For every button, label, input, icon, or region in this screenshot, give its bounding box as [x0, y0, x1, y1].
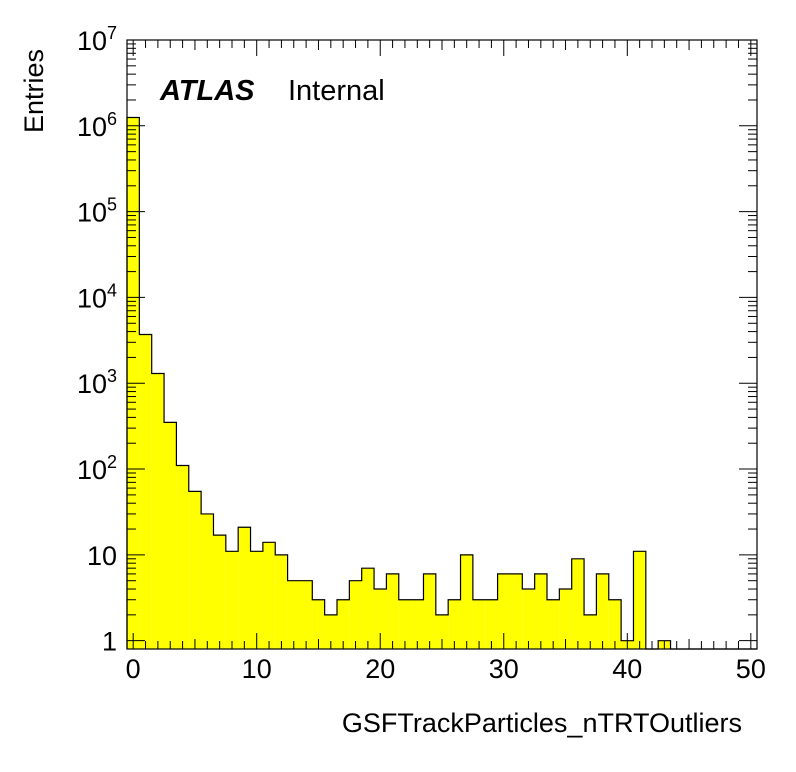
histogram-bar: [188, 491, 202, 649]
histogram-bar: [312, 599, 325, 649]
histogram-bar: [337, 599, 350, 649]
histogram-bar: [213, 535, 226, 649]
y-axis-label: Entries: [19, 49, 49, 133]
y-tick-labels: 1 10 102 103 104 105 106 107: [77, 23, 117, 657]
histogram-bar: [262, 542, 276, 649]
histogram-bar: [460, 554, 473, 649]
histogram-bar: [139, 334, 152, 649]
y-tick-label: 105: [77, 195, 117, 228]
y-tick-label: 107: [77, 23, 117, 56]
histogram-bar: [571, 558, 585, 649]
histogram-bar: [238, 527, 251, 649]
y-tick-label: 106: [77, 109, 117, 142]
histogram-bar: [596, 573, 609, 649]
histogram-bars: [126, 116, 757, 650]
x-tick-label: 10: [242, 654, 272, 684]
histogram-bar: [633, 551, 646, 649]
histogram-bar: [485, 599, 498, 649]
histogram-bar: [299, 580, 313, 649]
histogram-bar: [559, 589, 572, 649]
histogram-bar: [411, 599, 424, 649]
histogram-bar: [250, 551, 263, 649]
x-tick-labels: 0 10 20 30 40 50: [126, 654, 766, 684]
histogram-bar: [423, 573, 436, 649]
y-tick-label: 102: [77, 452, 117, 485]
histogram-bar: [324, 614, 337, 649]
histogram-bar: [225, 551, 239, 649]
histogram-bar: [374, 589, 387, 649]
x-tick-label: 30: [489, 654, 519, 684]
histogram-bar: [448, 599, 461, 649]
histogram-outline: [126, 116, 757, 650]
histogram-bar: [509, 573, 523, 649]
histogram-bar: [287, 580, 300, 649]
histogram-bar: [435, 614, 449, 649]
histogram-bar: [497, 573, 510, 649]
histogram-bar: [472, 599, 486, 649]
histogram-bar: [164, 422, 177, 649]
histogram-bar: [151, 373, 165, 649]
histogram-bar: [534, 573, 547, 649]
histogram-bar: [201, 513, 214, 649]
y-tick-label: 104: [77, 280, 117, 313]
x-tick-label: 0: [126, 654, 141, 684]
histogram-bar: [584, 614, 597, 649]
x-tick-label: 40: [612, 654, 642, 684]
histogram-bar: [547, 599, 560, 649]
y-tick-label: 10: [87, 541, 117, 571]
x-axis-label: GSFTrackParticles_nTRTOutliers: [342, 708, 742, 738]
histogram-bar: [386, 573, 399, 649]
histogram-bar: [361, 568, 375, 649]
axis-ticks: [127, 39, 757, 649]
x-tick-label: 20: [365, 654, 395, 684]
histogram-bar: [349, 580, 362, 649]
histogram-bar: [275, 554, 288, 649]
status-label: Internal: [288, 75, 385, 107]
atlas-label: ATLAS: [159, 75, 255, 107]
x-tick-label: 50: [736, 654, 766, 684]
histogram-bar: [522, 589, 535, 649]
histogram-bar: [398, 599, 412, 649]
histogram-bar: [176, 465, 189, 649]
histogram-bar: [608, 599, 622, 649]
y-tick-label: 103: [77, 366, 117, 399]
y-tick-label: 1: [102, 627, 117, 657]
